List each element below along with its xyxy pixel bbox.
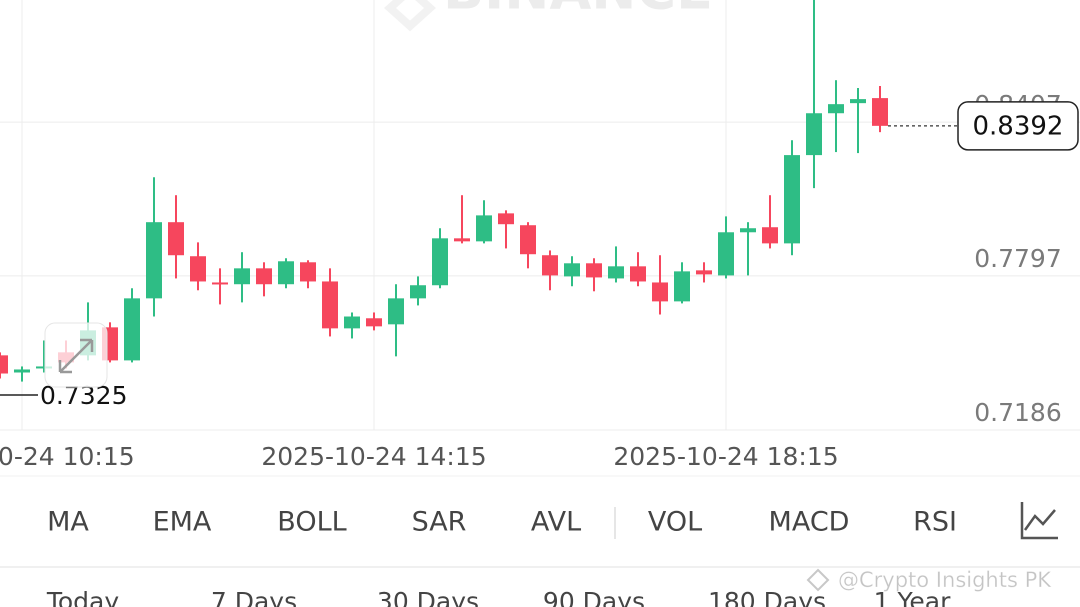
- candle-body: [36, 366, 52, 369]
- candle-body: [0, 355, 8, 374]
- y-tick-label: 0.7186: [974, 398, 1061, 427]
- candle-body: [718, 232, 734, 276]
- indicator-tab[interactable]: BOLL: [277, 507, 346, 538]
- candle-body: [14, 369, 30, 373]
- candle-body: [476, 215, 492, 242]
- candle-body: [872, 98, 888, 126]
- candle-body: [652, 282, 668, 302]
- period-tab[interactable]: 1 Year: [874, 587, 952, 607]
- candle-body: [498, 213, 514, 225]
- candle-body: [586, 263, 602, 278]
- candle-body: [432, 238, 448, 286]
- candle-body: [828, 104, 844, 114]
- candle-body: [784, 155, 800, 244]
- watermark-logo: [384, 0, 436, 32]
- candle-body: [674, 271, 690, 302]
- chart-settings-button[interactable]: [1020, 502, 1058, 540]
- candle-body: [366, 318, 382, 327]
- period-tab[interactable]: 90 Days: [543, 587, 645, 607]
- candle-body: [740, 228, 756, 233]
- candle-body: [124, 298, 140, 361]
- last-price-box: [957, 101, 1079, 151]
- candle-body: [630, 266, 646, 282]
- period-tab[interactable]: 7 Days: [211, 587, 297, 607]
- indicator-tab[interactable]: MACD: [769, 507, 850, 538]
- last-price-label: 0.8392: [973, 111, 1064, 141]
- x-tick-label: 2025-10-24 14:15: [261, 442, 486, 471]
- period-tab[interactable]: 30 Days: [377, 587, 479, 607]
- candle-body: [520, 225, 536, 255]
- indicator-tab[interactable]: RSI: [913, 507, 957, 538]
- candle-body: [256, 268, 272, 285]
- candle-body: [344, 316, 360, 329]
- candle-body: [278, 261, 294, 285]
- indicator-tab[interactable]: AVL: [531, 507, 581, 538]
- candle-body: [806, 113, 822, 156]
- expand-button[interactable]: [44, 322, 108, 388]
- period-tab[interactable]: 180 Days: [708, 587, 826, 607]
- indicator-tab[interactable]: MA: [47, 507, 89, 538]
- candle-body: [564, 263, 580, 277]
- candle-body: [168, 222, 184, 256]
- candle-body: [146, 222, 162, 299]
- y-tick-label: 0.7797: [974, 244, 1061, 273]
- x-tick-label: 2025-10-24 18:15: [613, 442, 838, 471]
- candle-body: [454, 238, 470, 242]
- watermark: BINANCE: [443, 0, 713, 22]
- expand-icon: [58, 338, 94, 374]
- candle-body: [212, 282, 228, 285]
- candle-body: [762, 227, 778, 244]
- indicator-tab[interactable]: EMA: [153, 507, 212, 538]
- period-tab[interactable]: Today: [46, 587, 120, 607]
- x-tick-label: 2025-10-24 10:15: [0, 442, 135, 471]
- candle-body: [542, 255, 558, 276]
- candle-body: [608, 266, 624, 279]
- candle-body: [322, 281, 338, 329]
- candle-body: [410, 285, 426, 299]
- credit-logo: [806, 568, 830, 592]
- candle-body: [190, 256, 206, 282]
- candle-body: [234, 268, 250, 285]
- candle-body: [300, 262, 316, 282]
- credit-watermark: @Crypto Insights PK: [838, 568, 1052, 592]
- chart-icon: [1020, 502, 1058, 540]
- indicator-tab[interactable]: VOL: [648, 507, 702, 538]
- indicator-tab[interactable]: SAR: [412, 507, 467, 538]
- candle-body: [696, 270, 712, 275]
- candle-body: [388, 298, 404, 325]
- candle-body: [850, 99, 866, 104]
